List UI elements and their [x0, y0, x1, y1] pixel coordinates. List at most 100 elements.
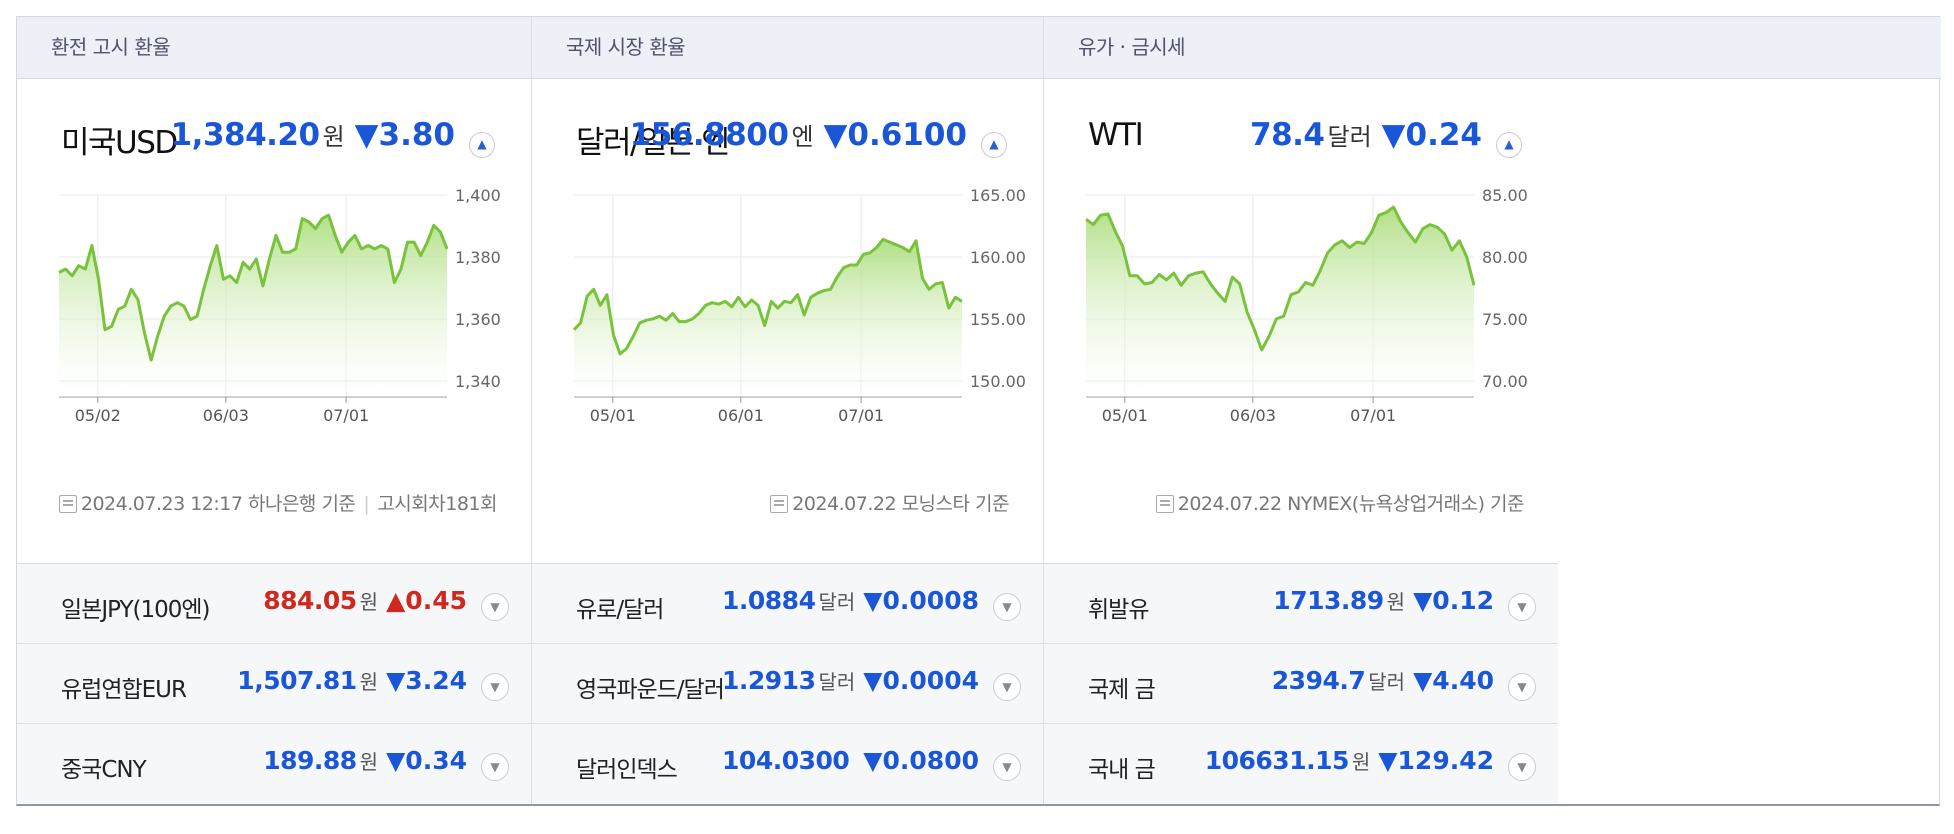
- x-tick-label: 07/01: [1350, 406, 1396, 425]
- row-change: ▼0.34: [386, 746, 467, 775]
- row-price: 106631.15: [1204, 746, 1350, 775]
- row-label: 달러인덱스: [576, 757, 678, 783]
- x-tick-label: 06/01: [718, 406, 764, 425]
- row-value: 1713.89 원 ▼0.12 ▼: [1273, 586, 1536, 621]
- row-unit: 달러: [818, 590, 856, 614]
- row-price: 1.2913: [722, 666, 816, 695]
- series-line: [1085, 205, 1476, 352]
- document-icon: [1155, 495, 1174, 513]
- y-tick-label: 85.00: [1482, 186, 1528, 205]
- chevron-down-icon[interactable]: ▼: [481, 753, 509, 781]
- list-item[interactable]: 중국CNY 189.88 원 ▼0.34 ▼: [17, 723, 531, 803]
- source-date: 2024.07.23 12:17 하나은행 기준: [80, 493, 356, 515]
- list-item[interactable]: 유럽연합EUR 1,507.81 원 ▼3.24 ▼: [17, 643, 531, 723]
- list-item[interactable]: 국제 금 2394.7 달러 ▼4.40 ▼: [1044, 643, 1558, 723]
- row-label: 국제 금: [1088, 677, 1156, 703]
- chevron-down-icon[interactable]: ▼: [481, 593, 509, 621]
- row-label: 영국파운드/달러: [576, 677, 725, 703]
- row-label: 중국CNY: [61, 757, 147, 783]
- row-price: 1,507.81: [237, 666, 357, 695]
- row-value: 1,507.81 원 ▼3.24 ▼: [237, 666, 509, 701]
- row-unit: 달러: [1368, 670, 1406, 694]
- series-area: [59, 215, 447, 397]
- chevron-down-icon[interactable]: ▼: [481, 673, 509, 701]
- column-header: 국제 시장 환율: [532, 17, 1043, 79]
- main-unit: 원: [322, 123, 345, 151]
- list-item[interactable]: 일본JPY(100엔) 884.05 원 ▲0.45 ▼: [17, 563, 531, 643]
- main-quote[interactable]: WTI 78.4 달러 ▼0.24 ▲ 85.00 80.00 75.00 70.00…: [1044, 79, 1558, 563]
- y-tick-label: 165.00: [970, 186, 1026, 205]
- list-item[interactable]: 영국파운드/달러 1.2913 달러 ▼0.0004 ▼: [532, 643, 1043, 723]
- main-title: 미국USD: [61, 125, 178, 161]
- row-price: 1.0884: [722, 586, 816, 615]
- x-tick-label: 07/01: [838, 406, 884, 425]
- y-tick-label: 150.00: [970, 372, 1026, 391]
- x-tick-label: 06/03: [203, 406, 249, 425]
- chevron-down-icon[interactable]: ▼: [993, 753, 1021, 781]
- main-change: ▼3.80: [354, 117, 455, 153]
- chevron-up-icon[interactable]: ▲: [469, 132, 495, 158]
- row-change: ▲0.45: [386, 586, 467, 615]
- main-quote[interactable]: 미국USD 1,384.20 원 ▼3.80 ▲ 1,400 1,380 1,360…: [17, 79, 531, 563]
- row-price: 189.88: [263, 746, 357, 775]
- main-unit: 엔: [791, 123, 814, 151]
- source-info: 2024.07.22 모닝스타 기준: [770, 489, 1009, 516]
- row-unit: 원: [359, 670, 379, 694]
- x-tick-label: 05/02: [75, 406, 121, 425]
- list-item[interactable]: 휘발유 1713.89 원 ▼0.12 ▼: [1044, 563, 1558, 643]
- chevron-up-icon[interactable]: ▲: [981, 132, 1007, 158]
- document-icon: [770, 495, 789, 513]
- row-unit: 원: [359, 750, 379, 774]
- row-value: 2394.7 달러 ▼4.40 ▼: [1271, 666, 1536, 701]
- chevron-down-icon[interactable]: ▼: [1508, 673, 1536, 701]
- column-header: 환전 고시 환율: [17, 17, 531, 79]
- x-tick-label: 05/01: [1102, 406, 1148, 425]
- chevron-down-icon[interactable]: ▼: [1508, 593, 1536, 621]
- column-international: 국제 시장 환율 달러/일본 엔 156.8800 엔 ▼0.6100 ▲ 16…: [531, 17, 1043, 804]
- main-quote[interactable]: 달러/일본 엔 156.8800 엔 ▼0.6100 ▲ 165.00 160.0…: [532, 79, 1043, 563]
- row-price: 1713.89: [1273, 586, 1384, 615]
- row-change: ▼0.0008: [863, 586, 979, 615]
- row-value: 1.0884 달러 ▼0.0008 ▼: [722, 586, 1021, 621]
- row-label: 유로/달러: [576, 597, 664, 623]
- x-tick-label: 06/03: [1230, 406, 1276, 425]
- row-value: 884.05 원 ▲0.45 ▼: [263, 586, 509, 621]
- row-label: 일본JPY(100엔): [61, 597, 211, 623]
- row-change: ▼129.42: [1378, 746, 1494, 775]
- chevron-down-icon[interactable]: ▼: [993, 593, 1021, 621]
- column-header: 유가 · 금시세: [1044, 17, 1941, 79]
- main-change: ▼0.6100: [823, 117, 967, 153]
- main-value: 78.4 달러 ▼0.24 ▲: [1250, 117, 1522, 158]
- main-unit: 달러: [1327, 123, 1372, 151]
- source-info: 2024.07.23 12:17 하나은행 기준 | 고시회차181회: [58, 489, 497, 516]
- chevron-up-icon[interactable]: ▲: [1496, 132, 1522, 158]
- chevron-down-icon[interactable]: ▼: [1508, 753, 1536, 781]
- row-unit: 달러: [818, 670, 856, 694]
- row-unit: 원: [359, 590, 379, 614]
- row-value: 104.0300 ▼0.0800 ▼: [722, 746, 1021, 781]
- main-value: 156.8800 엔 ▼0.6100 ▲: [629, 117, 1007, 158]
- x-tick-label: 05/01: [590, 406, 636, 425]
- main-title: WTI: [1088, 117, 1144, 153]
- x-tick-label: 07/01: [323, 406, 369, 425]
- source-extra: 고시회차181회: [377, 493, 497, 515]
- series-area: [1086, 207, 1474, 397]
- row-price: 884.05: [263, 586, 357, 615]
- main-change: ▼0.24: [1381, 117, 1482, 153]
- row-unit: 원: [1351, 750, 1371, 774]
- row-label: 휘발유: [1088, 597, 1149, 623]
- row-unit: 원: [1386, 590, 1406, 614]
- row-change: ▼0.0800: [863, 746, 979, 775]
- y-tick-label: 160.00: [970, 248, 1026, 267]
- main-title: 달러/일본 엔: [576, 125, 730, 161]
- price-chart: 165.00 160.00 155.00 150.00 05/01 06/01 07/01: [572, 186, 1026, 425]
- main-price: 78.4: [1250, 117, 1325, 153]
- chevron-down-icon[interactable]: ▼: [993, 673, 1021, 701]
- y-tick-label: 1,340: [455, 372, 501, 391]
- list-item[interactable]: 유로/달러 1.0884 달러 ▼0.0008 ▼: [532, 563, 1043, 643]
- list-item[interactable]: 국내 금 106631.15 원 ▼129.42 ▼: [1044, 723, 1558, 803]
- row-price: 2394.7: [1271, 666, 1366, 695]
- list-item[interactable]: 달러인덱스 104.0300 ▼0.0800 ▼: [532, 723, 1043, 803]
- main-price: 156.8800: [629, 117, 789, 153]
- series-line: [572, 237, 963, 356]
